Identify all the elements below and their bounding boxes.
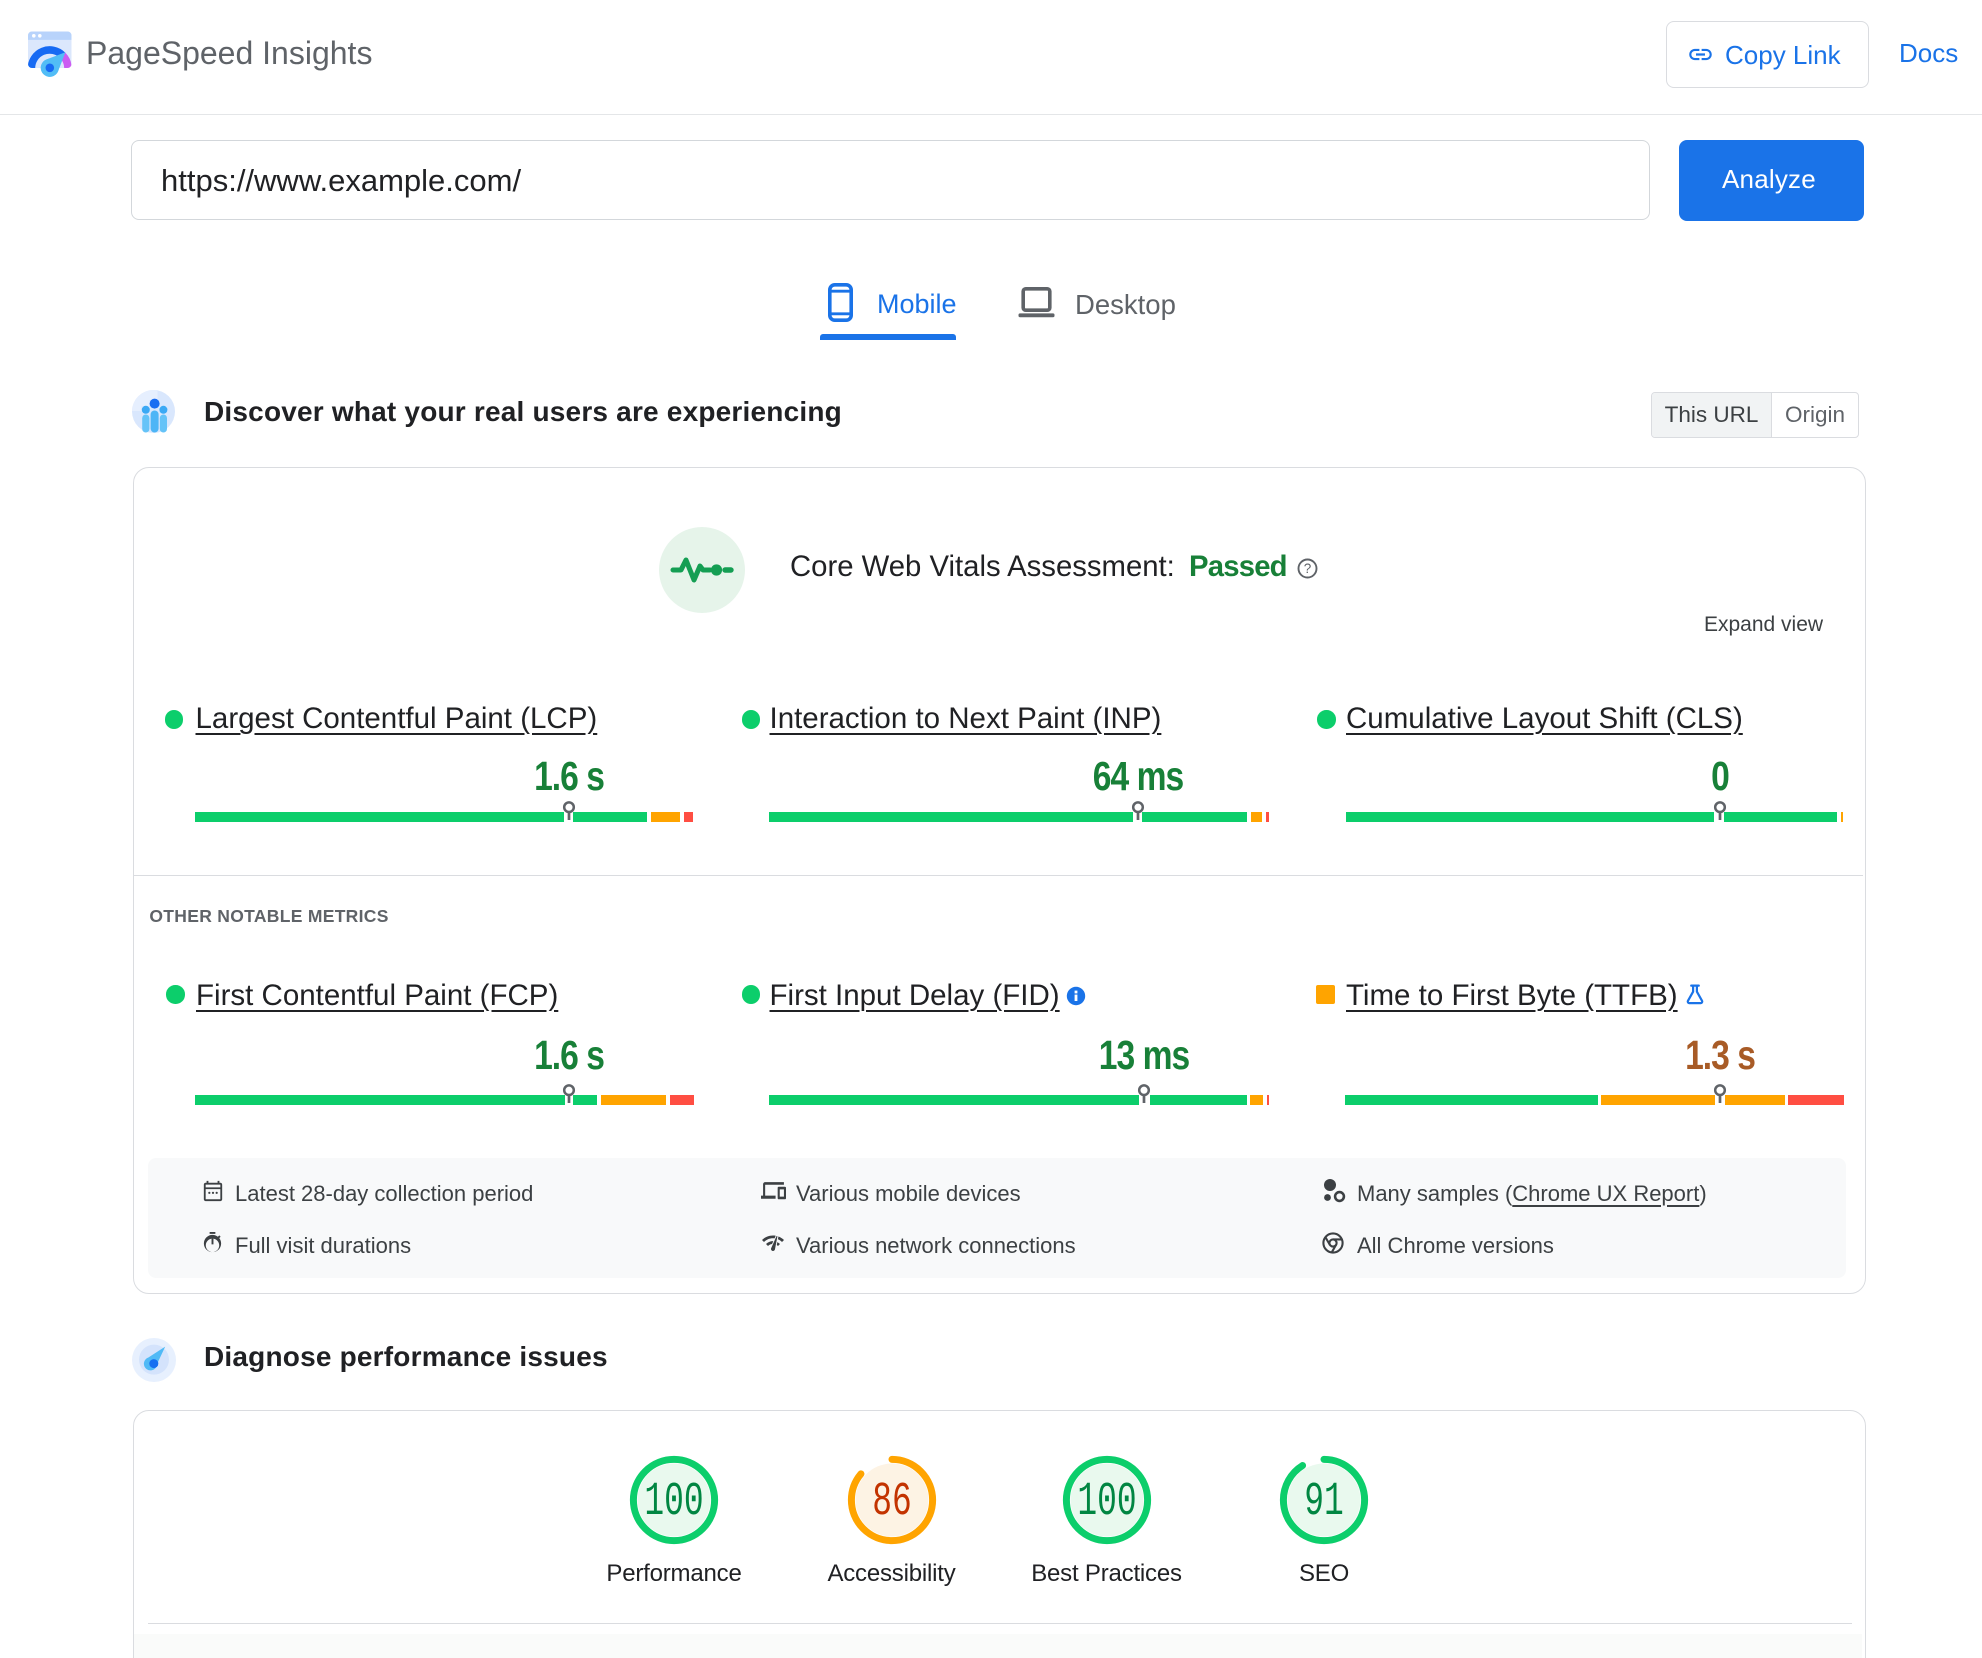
svg-text:?: ? <box>1303 561 1311 576</box>
